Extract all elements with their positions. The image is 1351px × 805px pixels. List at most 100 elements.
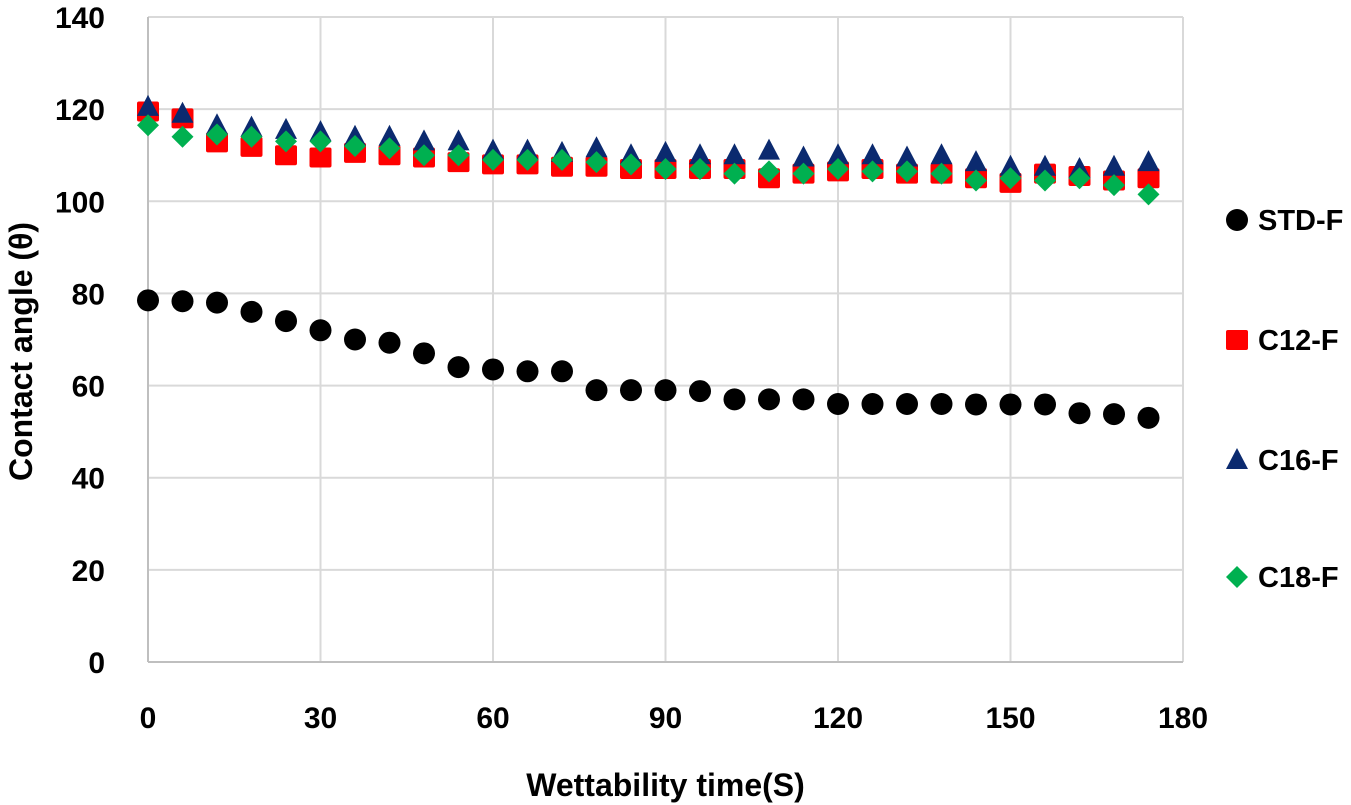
gridlines: [148, 16, 1184, 662]
data-point-c18-f: [206, 123, 228, 146]
x-tick-label: 120: [813, 702, 863, 735]
data-point-c16-f: [585, 136, 608, 158]
legend-marker-std-f: [1226, 209, 1248, 231]
data-point-std-f: [999, 393, 1022, 416]
legend-item-std-f: STD-F: [1226, 205, 1343, 237]
data-point-std-f: [413, 342, 435, 365]
data-point-c16-f: [999, 154, 1022, 176]
data-point-c16-f: [413, 129, 435, 151]
data-point-c16-f: [930, 143, 953, 165]
legend-label: C18-F: [1258, 562, 1339, 594]
x-tick-label: 150: [985, 702, 1035, 735]
data-point-std-f: [1068, 402, 1091, 425]
legend: STD-F C12-F C16-F C18-F: [1226, 205, 1343, 594]
data-point-c16-f: [1137, 150, 1160, 172]
data-point-std-f: [275, 310, 297, 333]
data-point-c18-f: [516, 148, 539, 171]
data-point-c16-f: [723, 143, 746, 165]
data-point-c18-f: [137, 114, 159, 137]
data-point-c12-f: [1137, 168, 1160, 189]
data-point-c18-f: [585, 151, 608, 174]
legend-item-c18-f: C18-F: [1226, 562, 1339, 594]
data-point-c16-f: [965, 150, 987, 172]
data-point-c18-f: [965, 169, 987, 192]
data-point-std-f: [585, 379, 608, 402]
data-point-std-f: [930, 393, 953, 415]
legend-label: STD-F: [1258, 205, 1343, 237]
data-point-c18-f: [827, 158, 849, 181]
data-point-c16-f: [378, 124, 401, 146]
data-point-c16-f: [827, 143, 849, 165]
data-point-c18-f: [792, 162, 815, 185]
data-point-c12-f: [309, 147, 332, 168]
legend-marker-c16-f: [1226, 448, 1248, 469]
data-point-std-f: [620, 379, 642, 402]
data-point-std-f: [309, 319, 332, 342]
x-tick-label: 60: [476, 702, 509, 735]
x-axis-title: Wettability time(S): [526, 767, 805, 803]
data-point-std-f: [792, 388, 815, 411]
data-point-c18-f: [1068, 167, 1091, 190]
data-point-c16-f: [896, 145, 918, 167]
y-tick-label: 80: [72, 278, 105, 311]
y-tick-label: 100: [55, 186, 105, 219]
data-point-std-f: [516, 360, 539, 383]
data-point-c18-f: [689, 158, 711, 181]
x-tick-label: 180: [1158, 702, 1208, 735]
data-point-std-f: [1137, 406, 1160, 429]
y-tick-label: 60: [72, 371, 105, 404]
y-tick-label: 20: [72, 555, 105, 588]
data-point-c18-f: [309, 130, 332, 153]
data-point-c18-f: [482, 148, 504, 171]
data-point-c18-f: [723, 162, 746, 185]
data-point-std-f: [137, 289, 159, 312]
data-point-std-f: [206, 291, 228, 314]
y-axis-title: Contact angle (θ): [3, 222, 39, 481]
series-std-f: [137, 289, 1160, 429]
y-tick-label: 0: [88, 647, 105, 680]
y-tick-label: 120: [55, 94, 105, 127]
legend-marker-c12-f: [1226, 330, 1248, 350]
data-point-std-f: [861, 393, 884, 415]
data-points: [137, 94, 1160, 429]
data-point-std-f: [965, 393, 987, 416]
data-point-c18-f: [930, 162, 953, 185]
data-point-c16-f: [654, 140, 677, 162]
data-point-c18-f: [620, 153, 642, 176]
data-point-std-f: [723, 388, 746, 411]
data-point-std-f: [378, 331, 401, 354]
data-point-c16-f: [861, 143, 884, 165]
data-point-std-f: [827, 393, 849, 415]
data-point-c16-f: [275, 117, 297, 139]
data-point-std-f: [654, 379, 677, 402]
x-tick-label: 0: [140, 702, 157, 735]
data-point-std-f: [171, 290, 194, 313]
data-point-c18-f: [551, 148, 573, 171]
data-point-c18-f: [1034, 169, 1056, 192]
legend-label: C16-F: [1258, 445, 1339, 477]
data-point-c18-f: [378, 137, 401, 160]
data-point-c18-f: [1137, 183, 1160, 206]
data-point-c18-f: [447, 144, 470, 167]
data-point-c18-f: [275, 130, 297, 153]
legend-item-c12-f: C12-F: [1226, 325, 1339, 357]
data-point-c18-f: [240, 125, 263, 148]
data-point-c18-f: [861, 160, 884, 183]
data-point-c18-f: [413, 144, 435, 167]
y-tick-label: 40: [72, 463, 105, 496]
data-point-std-f: [551, 360, 573, 383]
data-point-c18-f: [654, 158, 677, 181]
data-point-c18-f: [999, 167, 1022, 190]
data-point-std-f: [344, 328, 366, 351]
legend-item-c16-f: C16-F: [1226, 445, 1339, 477]
tick-labels: 0 20 40 60 80 100 120 140 0 30 60 90 120 150 180: [55, 2, 1208, 735]
data-point-c16-f: [447, 129, 470, 151]
data-point-c12-f: [275, 145, 297, 166]
data-point-std-f: [1103, 403, 1125, 426]
x-tick-label: 30: [304, 702, 337, 735]
data-point-c16-f: [1034, 154, 1056, 176]
data-point-c18-f: [1103, 174, 1125, 197]
legend-label: C12-F: [1258, 325, 1339, 357]
data-point-c18-f: [171, 125, 194, 148]
legend-marker-c18-f: [1226, 566, 1248, 588]
